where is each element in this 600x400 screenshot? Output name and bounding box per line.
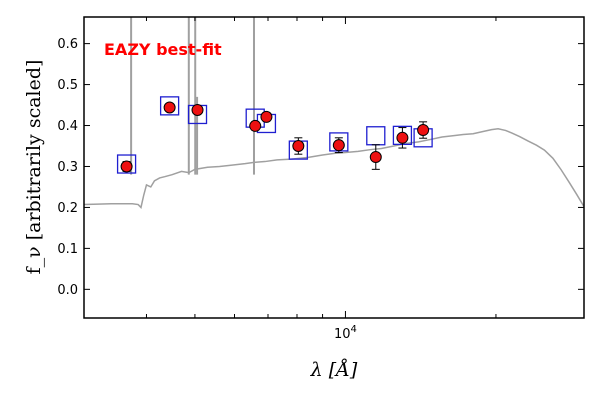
annotation-label: EAZY best-fit — [104, 40, 222, 59]
y-tick-label: 0.5 — [57, 78, 78, 93]
observed-point — [260, 110, 273, 123]
observed-point — [417, 124, 430, 137]
y-tick-label: 0.3 — [57, 160, 78, 175]
x-axis-ticks — [83, 17, 585, 318]
observed-point — [120, 160, 133, 173]
y-axis-label: f_ν [arbitrarily scaled] — [23, 60, 45, 275]
observed-point — [332, 139, 345, 152]
template-flux-box — [116, 154, 137, 174]
observed-point — [292, 140, 305, 152]
y-tick-label: 0.0 — [57, 283, 78, 298]
observed-point — [396, 131, 409, 144]
y-tick-label: 0.2 — [57, 201, 78, 216]
y-tick-label: 0.4 — [57, 119, 78, 134]
observed-point — [191, 103, 204, 116]
plot-content — [84, 17, 584, 209]
template-flux-box — [366, 126, 386, 146]
y-tick-label: 0.6 — [57, 37, 78, 52]
template-flux-box — [159, 96, 180, 116]
observed-point — [249, 119, 262, 132]
x-tick-label-major: 104 — [334, 324, 357, 342]
template-curve — [84, 128, 584, 209]
plot-area — [84, 17, 584, 209]
plot-frame — [83, 16, 585, 319]
observed-point — [369, 151, 382, 164]
observed-point — [163, 101, 176, 114]
y-tick-label: 0.1 — [57, 242, 78, 257]
y-axis-ticks: 0.0 0.1 0.2 0.3 0.4 0.5 0.6 — [57, 37, 584, 298]
x-axis-label: λ [Å] — [310, 359, 358, 381]
